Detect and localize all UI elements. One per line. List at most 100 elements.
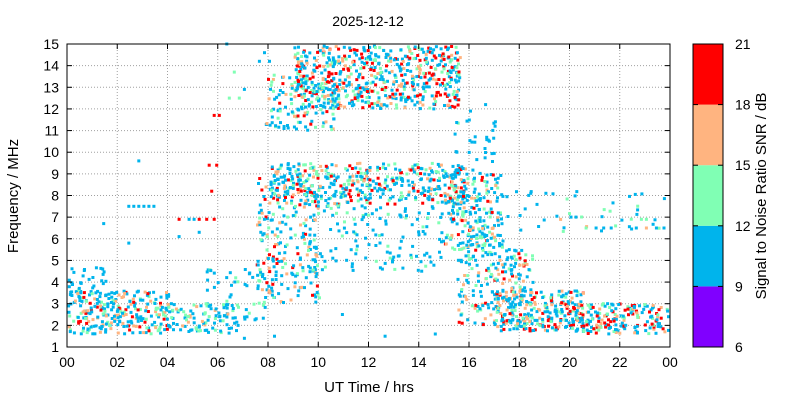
snr-point: [478, 171, 482, 175]
snr-point: [327, 99, 331, 103]
snr-point: [519, 297, 523, 301]
snr-point: [365, 183, 369, 187]
snr-point: [303, 163, 307, 167]
snr-point: [450, 45, 454, 48]
snr-point: [412, 183, 416, 187]
snr-point: [264, 215, 268, 219]
snr-point: [313, 69, 317, 73]
snr-point: [303, 94, 306, 98]
snr-point: [439, 163, 443, 167]
snr-point: [411, 244, 415, 248]
snr-point: [531, 257, 535, 261]
snr-point: [205, 217, 209, 221]
snr-point: [322, 64, 326, 68]
snr-point: [636, 208, 640, 212]
snr-point: [496, 290, 499, 294]
snr-point: [455, 93, 459, 97]
snr-point: [275, 188, 279, 192]
snr-point: [425, 85, 429, 89]
snr-point: [667, 315, 670, 319]
snr-point: [453, 196, 457, 200]
snr-point: [227, 327, 231, 330]
snr-point: [304, 193, 308, 197]
snr-point: [622, 318, 626, 322]
snr-point: [514, 275, 518, 279]
snr-point: [310, 82, 314, 86]
snr-point: [265, 122, 269, 125]
snr-point: [476, 195, 480, 199]
snr-point: [493, 191, 497, 195]
snr-point: [461, 230, 465, 234]
snr-point: [378, 77, 382, 81]
snr-point: [261, 275, 264, 279]
snr-point: [472, 206, 476, 210]
snr-point: [438, 53, 441, 57]
snr-point: [86, 311, 90, 315]
snr-point: [278, 109, 282, 113]
snr-point: [463, 184, 467, 188]
snr-point: [248, 271, 252, 275]
snr-point: [385, 184, 389, 188]
snr-point: [399, 239, 403, 243]
snr-point: [117, 306, 121, 310]
snr-point: [85, 331, 89, 335]
snr-point: [92, 284, 96, 288]
snr-point: [327, 56, 331, 60]
snr-point: [283, 251, 287, 255]
snr-point: [256, 273, 260, 277]
snr-point: [316, 173, 320, 177]
snr-point: [496, 325, 500, 329]
snr-point: [657, 308, 661, 312]
snr-point: [322, 121, 326, 125]
snr-point: [209, 307, 213, 311]
snr-point: [322, 44, 326, 48]
snr-point: [567, 290, 571, 294]
snr-point: [611, 201, 615, 205]
snr-point: [528, 320, 532, 323]
snr-point: [438, 187, 442, 191]
snr-point: [438, 164, 441, 168]
snr-point: [490, 301, 494, 305]
snr-point: [349, 199, 353, 203]
snr-point: [505, 319, 509, 323]
snr-point: [607, 323, 610, 327]
snr-point: [523, 286, 527, 290]
snr-point: [562, 302, 566, 306]
snr-point: [366, 49, 370, 53]
snr-point: [456, 212, 460, 216]
snr-point: [470, 304, 474, 308]
snr-point: [454, 45, 458, 49]
snr-point: [595, 326, 599, 330]
snr-point: [343, 78, 347, 82]
snr-point: [133, 294, 136, 298]
snr-point: [481, 225, 485, 229]
snr-point: [326, 204, 330, 208]
snr-point: [562, 226, 566, 230]
snr-point: [311, 90, 315, 94]
snr-point: [546, 310, 550, 314]
snr-point: [304, 224, 308, 228]
snr-point: [343, 105, 347, 109]
snr-point: [384, 86, 388, 89]
snr-point: [415, 67, 419, 71]
snr-point: [466, 177, 470, 181]
snr-point: [502, 299, 505, 303]
snr-point: [499, 324, 503, 328]
snr-point: [137, 204, 141, 208]
snr-point: [464, 254, 468, 258]
snr-point: [433, 97, 436, 101]
snr-point: [530, 322, 534, 326]
snr-point: [295, 87, 299, 91]
snr-point: [288, 168, 292, 172]
snr-point: [328, 63, 332, 67]
snr-point: [481, 254, 485, 258]
colorbar-tick-label: 6: [735, 339, 743, 355]
snr-point: [141, 317, 145, 321]
snr-point: [631, 307, 635, 311]
snr-point: [115, 309, 119, 313]
snr-point: [443, 104, 446, 107]
snr-point: [482, 207, 486, 211]
snr-point: [72, 331, 76, 335]
snr-point: [259, 238, 263, 242]
